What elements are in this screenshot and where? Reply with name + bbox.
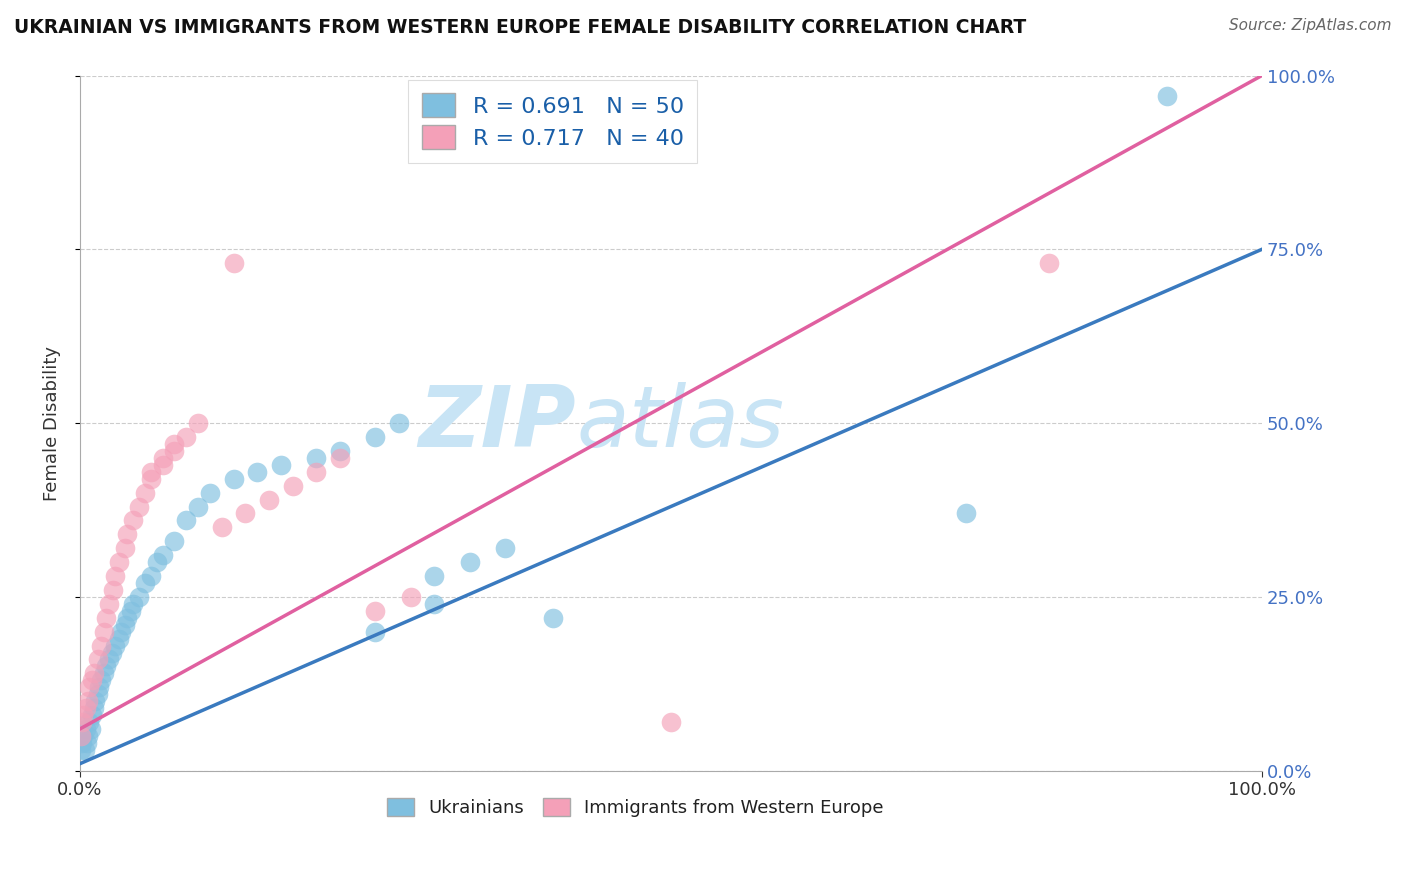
Point — [77, 729, 100, 743]
Point — [86, 652, 108, 666]
Point — [174, 513, 197, 527]
Point — [955, 507, 977, 521]
Point — [329, 444, 352, 458]
Point — [198, 485, 221, 500]
Point — [128, 500, 150, 514]
Point — [281, 478, 304, 492]
Point — [104, 639, 127, 653]
Point — [122, 513, 145, 527]
Point — [122, 597, 145, 611]
Point — [211, 520, 233, 534]
Point — [187, 500, 209, 514]
Point — [70, 743, 93, 757]
Point — [139, 472, 162, 486]
Point — [70, 714, 93, 729]
Text: UKRAINIAN VS IMMIGRANTS FROM WESTERN EUROPE FEMALE DISABILITY CORRELATION CHART: UKRAINIAN VS IMMIGRANTS FROM WESTERN EUR… — [14, 18, 1026, 37]
Point — [152, 450, 174, 465]
Point — [101, 646, 124, 660]
Point — [98, 652, 121, 666]
Point — [115, 611, 138, 625]
Point — [108, 632, 131, 646]
Point — [145, 555, 167, 569]
Point — [98, 597, 121, 611]
Y-axis label: Female Disability: Female Disability — [44, 345, 60, 500]
Point — [114, 541, 136, 556]
Point — [139, 569, 162, 583]
Point — [115, 527, 138, 541]
Point — [364, 624, 387, 639]
Point — [423, 569, 446, 583]
Point — [79, 714, 101, 729]
Point — [163, 444, 186, 458]
Point — [108, 555, 131, 569]
Point — [83, 666, 105, 681]
Point — [104, 569, 127, 583]
Point — [257, 492, 280, 507]
Text: Source: ZipAtlas.com: Source: ZipAtlas.com — [1229, 18, 1392, 33]
Point — [101, 582, 124, 597]
Text: ZIP: ZIP — [419, 382, 576, 465]
Point — [134, 485, 156, 500]
Point — [174, 430, 197, 444]
Point — [364, 604, 387, 618]
Point — [1156, 89, 1178, 103]
Point — [139, 465, 162, 479]
Point — [80, 708, 103, 723]
Point — [152, 548, 174, 562]
Point — [187, 416, 209, 430]
Legend: Ukrainians, Immigrants from Western Europe: Ukrainians, Immigrants from Western Euro… — [380, 790, 891, 824]
Point — [423, 597, 446, 611]
Point — [246, 465, 269, 479]
Point — [75, 701, 97, 715]
Point — [75, 722, 97, 736]
Point — [329, 450, 352, 465]
Point — [72, 729, 94, 743]
Point — [90, 673, 112, 688]
Point — [388, 416, 411, 430]
Point — [72, 708, 94, 723]
Point — [70, 736, 93, 750]
Point — [110, 624, 132, 639]
Point — [77, 694, 100, 708]
Point — [458, 555, 481, 569]
Point — [120, 604, 142, 618]
Point — [84, 694, 107, 708]
Point — [235, 507, 257, 521]
Point — [364, 430, 387, 444]
Point — [70, 729, 93, 743]
Point — [305, 450, 328, 465]
Point — [128, 590, 150, 604]
Point — [222, 256, 245, 270]
Point — [80, 673, 103, 688]
Point — [152, 458, 174, 472]
Point — [90, 639, 112, 653]
Point — [114, 617, 136, 632]
Point — [659, 714, 682, 729]
Point — [305, 465, 328, 479]
Point — [79, 722, 101, 736]
Text: atlas: atlas — [576, 382, 785, 465]
Point — [93, 666, 115, 681]
Point — [222, 472, 245, 486]
Point — [73, 743, 96, 757]
Point — [163, 437, 186, 451]
Point — [270, 458, 292, 472]
Point — [541, 611, 564, 625]
Point — [1038, 256, 1060, 270]
Point — [134, 576, 156, 591]
Point — [87, 680, 110, 694]
Point — [94, 611, 117, 625]
Point — [163, 534, 186, 549]
Point — [79, 680, 101, 694]
Point — [83, 701, 105, 715]
Point — [86, 687, 108, 701]
Point — [94, 659, 117, 673]
Point — [76, 736, 98, 750]
Point — [93, 624, 115, 639]
Point — [494, 541, 516, 556]
Point — [399, 590, 422, 604]
